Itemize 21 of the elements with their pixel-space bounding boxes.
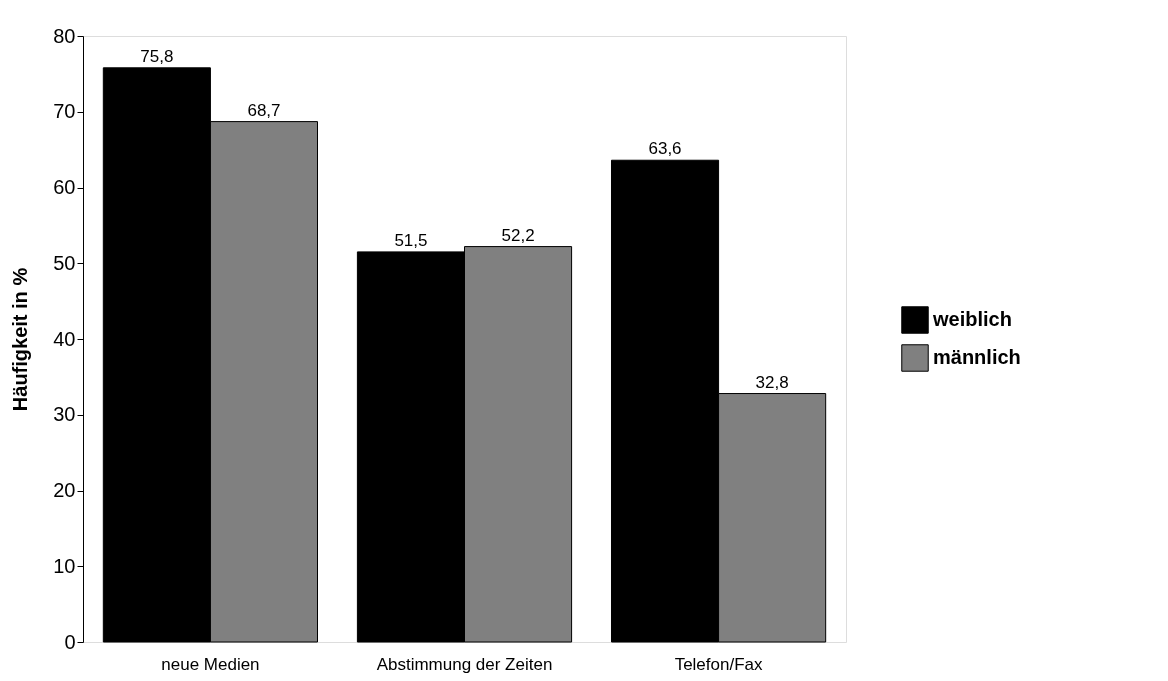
y-tick-label: 40 — [53, 327, 76, 350]
y-tick-label: 0 — [64, 630, 76, 653]
y-axis-title: Häufigkeit in % — [9, 267, 32, 412]
data-label: 75,8 — [140, 46, 174, 66]
y-tick-label: 60 — [53, 176, 76, 198]
y-tick-label: 50 — [53, 251, 76, 274]
legend-label: weiblich — [932, 308, 1012, 330]
data-label: 52,2 — [501, 225, 535, 245]
y-tick-label: 20 — [53, 479, 76, 501]
x-tick-label: neue Medien — [161, 654, 260, 674]
x-tick-label: Abstimmung der Zeiten — [376, 654, 553, 674]
data-label: 51,5 — [394, 230, 428, 250]
y-tick-label: 70 — [53, 100, 76, 123]
data-label: 32,8 — [755, 372, 789, 392]
y-tick-label: 80 — [53, 24, 76, 47]
data-label: 68,7 — [247, 100, 281, 120]
data-label: 63,6 — [648, 139, 682, 159]
x-tick-label: Telefon/Fax — [674, 654, 764, 674]
y-tick-label: 30 — [53, 403, 76, 426]
y-tick-label: 10 — [53, 554, 76, 577]
legend-label: männlich — [933, 346, 1021, 368]
